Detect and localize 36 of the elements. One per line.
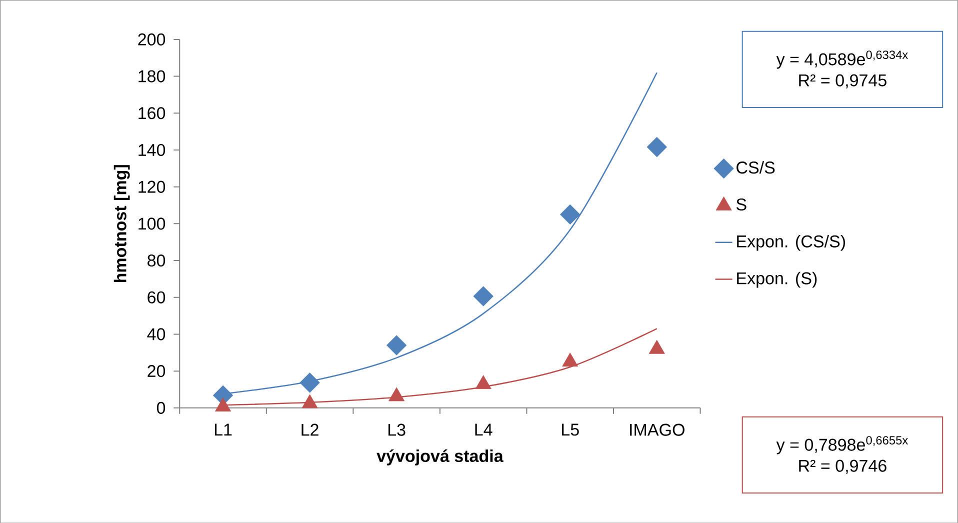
- y-tick-label: 100: [138, 217, 166, 230]
- x-axis-title: vývojová stadia: [376, 449, 504, 466]
- point: [215, 397, 232, 412]
- y-tick-label: 160: [138, 106, 166, 119]
- x-tick-label: IMAGO: [630, 424, 684, 436]
- legend-label: S: [736, 198, 746, 210]
- x-tick-label: L1: [214, 424, 232, 436]
- y-tick-label: 0: [156, 402, 166, 414]
- point: [475, 374, 492, 389]
- text: y = 0,7898e$^{0,6655x}$: [776, 436, 908, 454]
- text: y = 4,0589e$^{0,6334x}$: [776, 50, 908, 68]
- x-tick-label: L3: [388, 424, 406, 436]
- point: [648, 340, 665, 354]
- point: [560, 204, 580, 224]
- legend-label: Expon. (CS/S): [737, 234, 845, 251]
- y-tick-label: 80: [148, 254, 166, 266]
- y-tick-label: 20: [148, 364, 166, 377]
- text: R² = 0,9745: [799, 74, 886, 88]
- x-tick-label: L5: [562, 424, 579, 436]
- point: [562, 352, 578, 366]
- point: [473, 286, 494, 306]
- point: [646, 136, 667, 157]
- y-tick-label: 200: [138, 33, 166, 46]
- x-tick-label: L4: [475, 424, 492, 436]
- point: [302, 394, 318, 408]
- legend-label: Expon. (S): [737, 272, 817, 288]
- point: [388, 387, 405, 401]
- legend-label: CS/S: [736, 160, 775, 174]
- y-tick-label: 40: [147, 328, 166, 340]
- x-tick-label: L2: [302, 424, 318, 436]
- y-tick-label: 140: [138, 144, 166, 156]
- text: R² = 0,9746: [799, 460, 886, 474]
- y-tick-label: 60: [148, 291, 166, 304]
- y-axis-title: hmotnost [mg]: [114, 164, 130, 282]
- y-tick-label: 120: [138, 180, 166, 193]
- y-tick-label: 180: [138, 70, 166, 82]
